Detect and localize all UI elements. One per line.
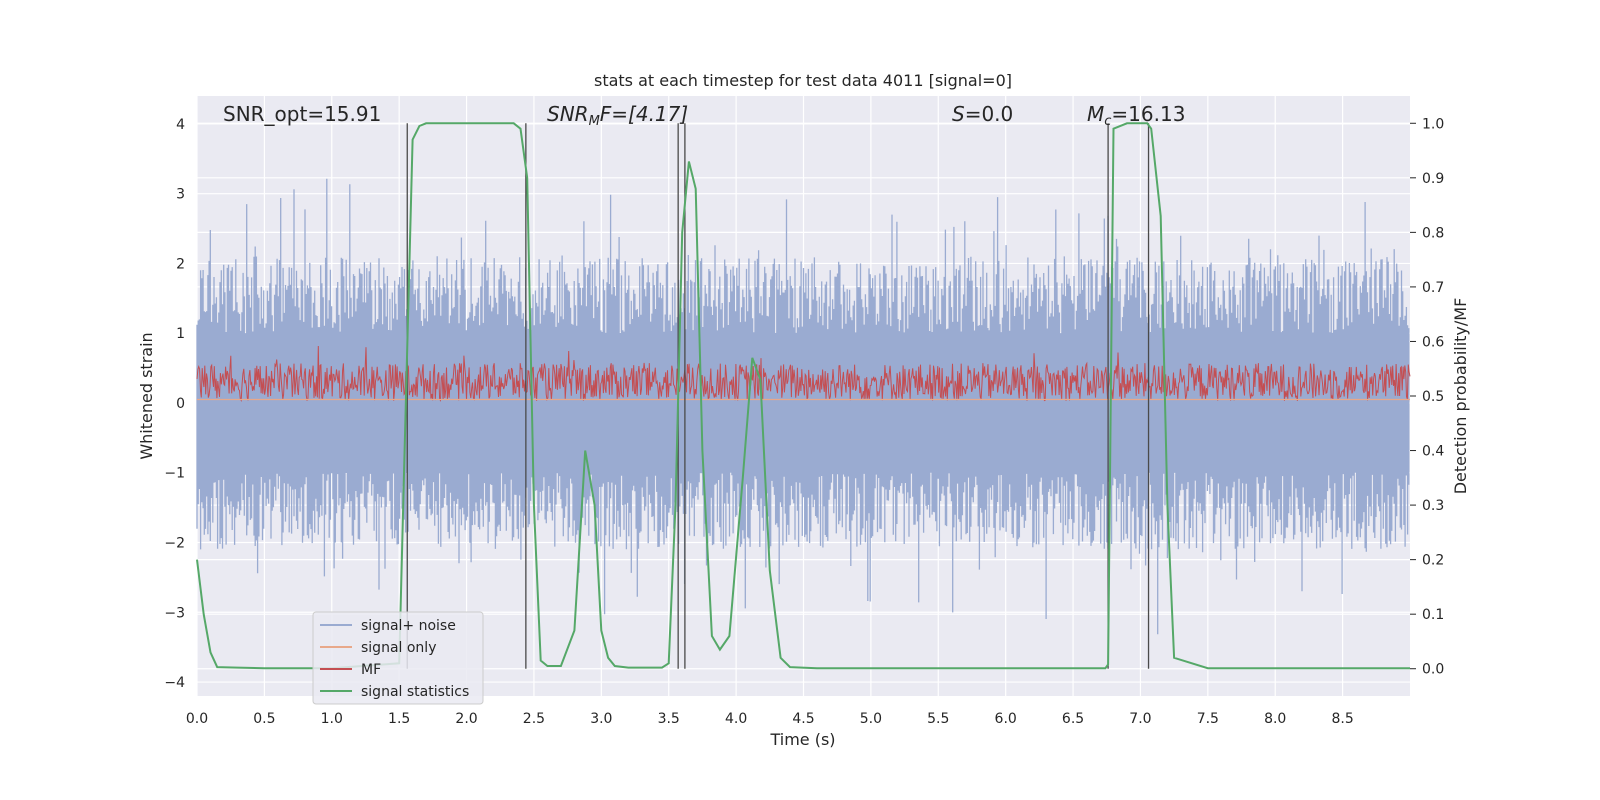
y2-tick-label: 1.0 <box>1422 116 1444 132</box>
x-tick-label: 4.0 <box>725 711 747 727</box>
legend-label-signal-only: signal only <box>361 640 436 656</box>
y-tick-label: 1 <box>176 326 185 342</box>
mf-trace <box>196 345 1411 402</box>
x-tick-label: 7.0 <box>1129 711 1151 727</box>
x-tick-label: 5.5 <box>927 711 949 727</box>
mf-series <box>196 345 1411 402</box>
x-tick-label: 0.0 <box>186 711 208 727</box>
x-tick-label: 5.0 <box>860 711 882 727</box>
y-tick-label: −3 <box>164 605 185 621</box>
y2-tick-label: 0.6 <box>1422 334 1444 350</box>
x-tick-label: 0.5 <box>253 711 275 727</box>
x-tick-label: 3.5 <box>658 711 680 727</box>
y2-tick-label: 0.5 <box>1422 389 1444 405</box>
x-tick-label: 8.5 <box>1331 711 1353 727</box>
signal-statistics-series <box>196 122 1410 670</box>
x-tick-label: 6.5 <box>1062 711 1084 727</box>
y2-tick-label: 0.3 <box>1422 498 1444 514</box>
legend-box <box>312 611 484 705</box>
x-tick-label: 1.0 <box>321 711 343 727</box>
y-tick-label: −2 <box>164 536 185 552</box>
x-tick-label: 8.0 <box>1264 711 1286 727</box>
x-tick-label: 6.0 <box>995 711 1017 727</box>
y2-axis-ticks: 1.0 0.9 0.8 0.7 0.6 0.5 0.4 0.3 0.2 0.1 0.0 <box>1410 116 1444 678</box>
x-tick-label: 4.5 <box>792 711 814 727</box>
y-tick-label: 0 <box>176 396 185 412</box>
y-tick-label: −4 <box>164 675 185 691</box>
y2-axis-label: Detection probability/MF <box>1451 298 1470 495</box>
legend-label-mf: MF <box>361 662 381 678</box>
x-tick-label: 3.0 <box>590 711 612 727</box>
x-tick-label: 7.5 <box>1197 711 1219 727</box>
x-tick-label: 2.5 <box>523 711 545 727</box>
y2-tick-label: 0.0 <box>1422 662 1444 678</box>
y-tick-label: 4 <box>176 117 185 133</box>
x-axis-label: Time (s) <box>769 730 835 749</box>
legend: signal+ noise signal only MF signal stat… <box>312 611 484 705</box>
annotation-s: S=0.0 <box>952 102 1013 126</box>
y2-tick-label: 0.7 <box>1422 280 1444 296</box>
x-axis-ticks: 0.0 0.5 1.0 1.5 2.0 2.5 3.0 3.5 4.0 4.5 5.0 5.5 6.0 6… <box>186 711 1354 727</box>
y-tick-label: 2 <box>176 256 185 272</box>
y2-tick-label: 0.8 <box>1422 225 1444 241</box>
chart-title: stats at each timestep for test data 401… <box>594 71 1012 90</box>
y-tick-label: 3 <box>176 187 185 203</box>
x-tick-label: 2.0 <box>455 711 477 727</box>
y-axis-ticks: 4 3 2 1 0 −1 −2 −3 −4 <box>164 117 185 691</box>
annotation-snr-opt: SNR_opt=15.91 <box>223 102 381 126</box>
y2-tick-label: 0.9 <box>1422 171 1444 187</box>
y2-tick-label: 0.4 <box>1422 444 1444 460</box>
legend-label-signal-statistics: signal statistics <box>361 684 469 700</box>
legend-label-signal-noise: signal+ noise <box>361 618 456 634</box>
y-tick-label: −1 <box>164 466 185 482</box>
annotation-mc: Mc=16.13 <box>1087 102 1185 129</box>
annotation-snr-mf: SNRMF=[4.17] <box>547 102 688 129</box>
y2-tick-label: 0.2 <box>1422 553 1444 569</box>
y2-tick-label: 0.1 <box>1422 607 1444 623</box>
y-axis-label: Whitened strain <box>137 332 156 459</box>
x-tick-label: 1.5 <box>388 711 410 727</box>
